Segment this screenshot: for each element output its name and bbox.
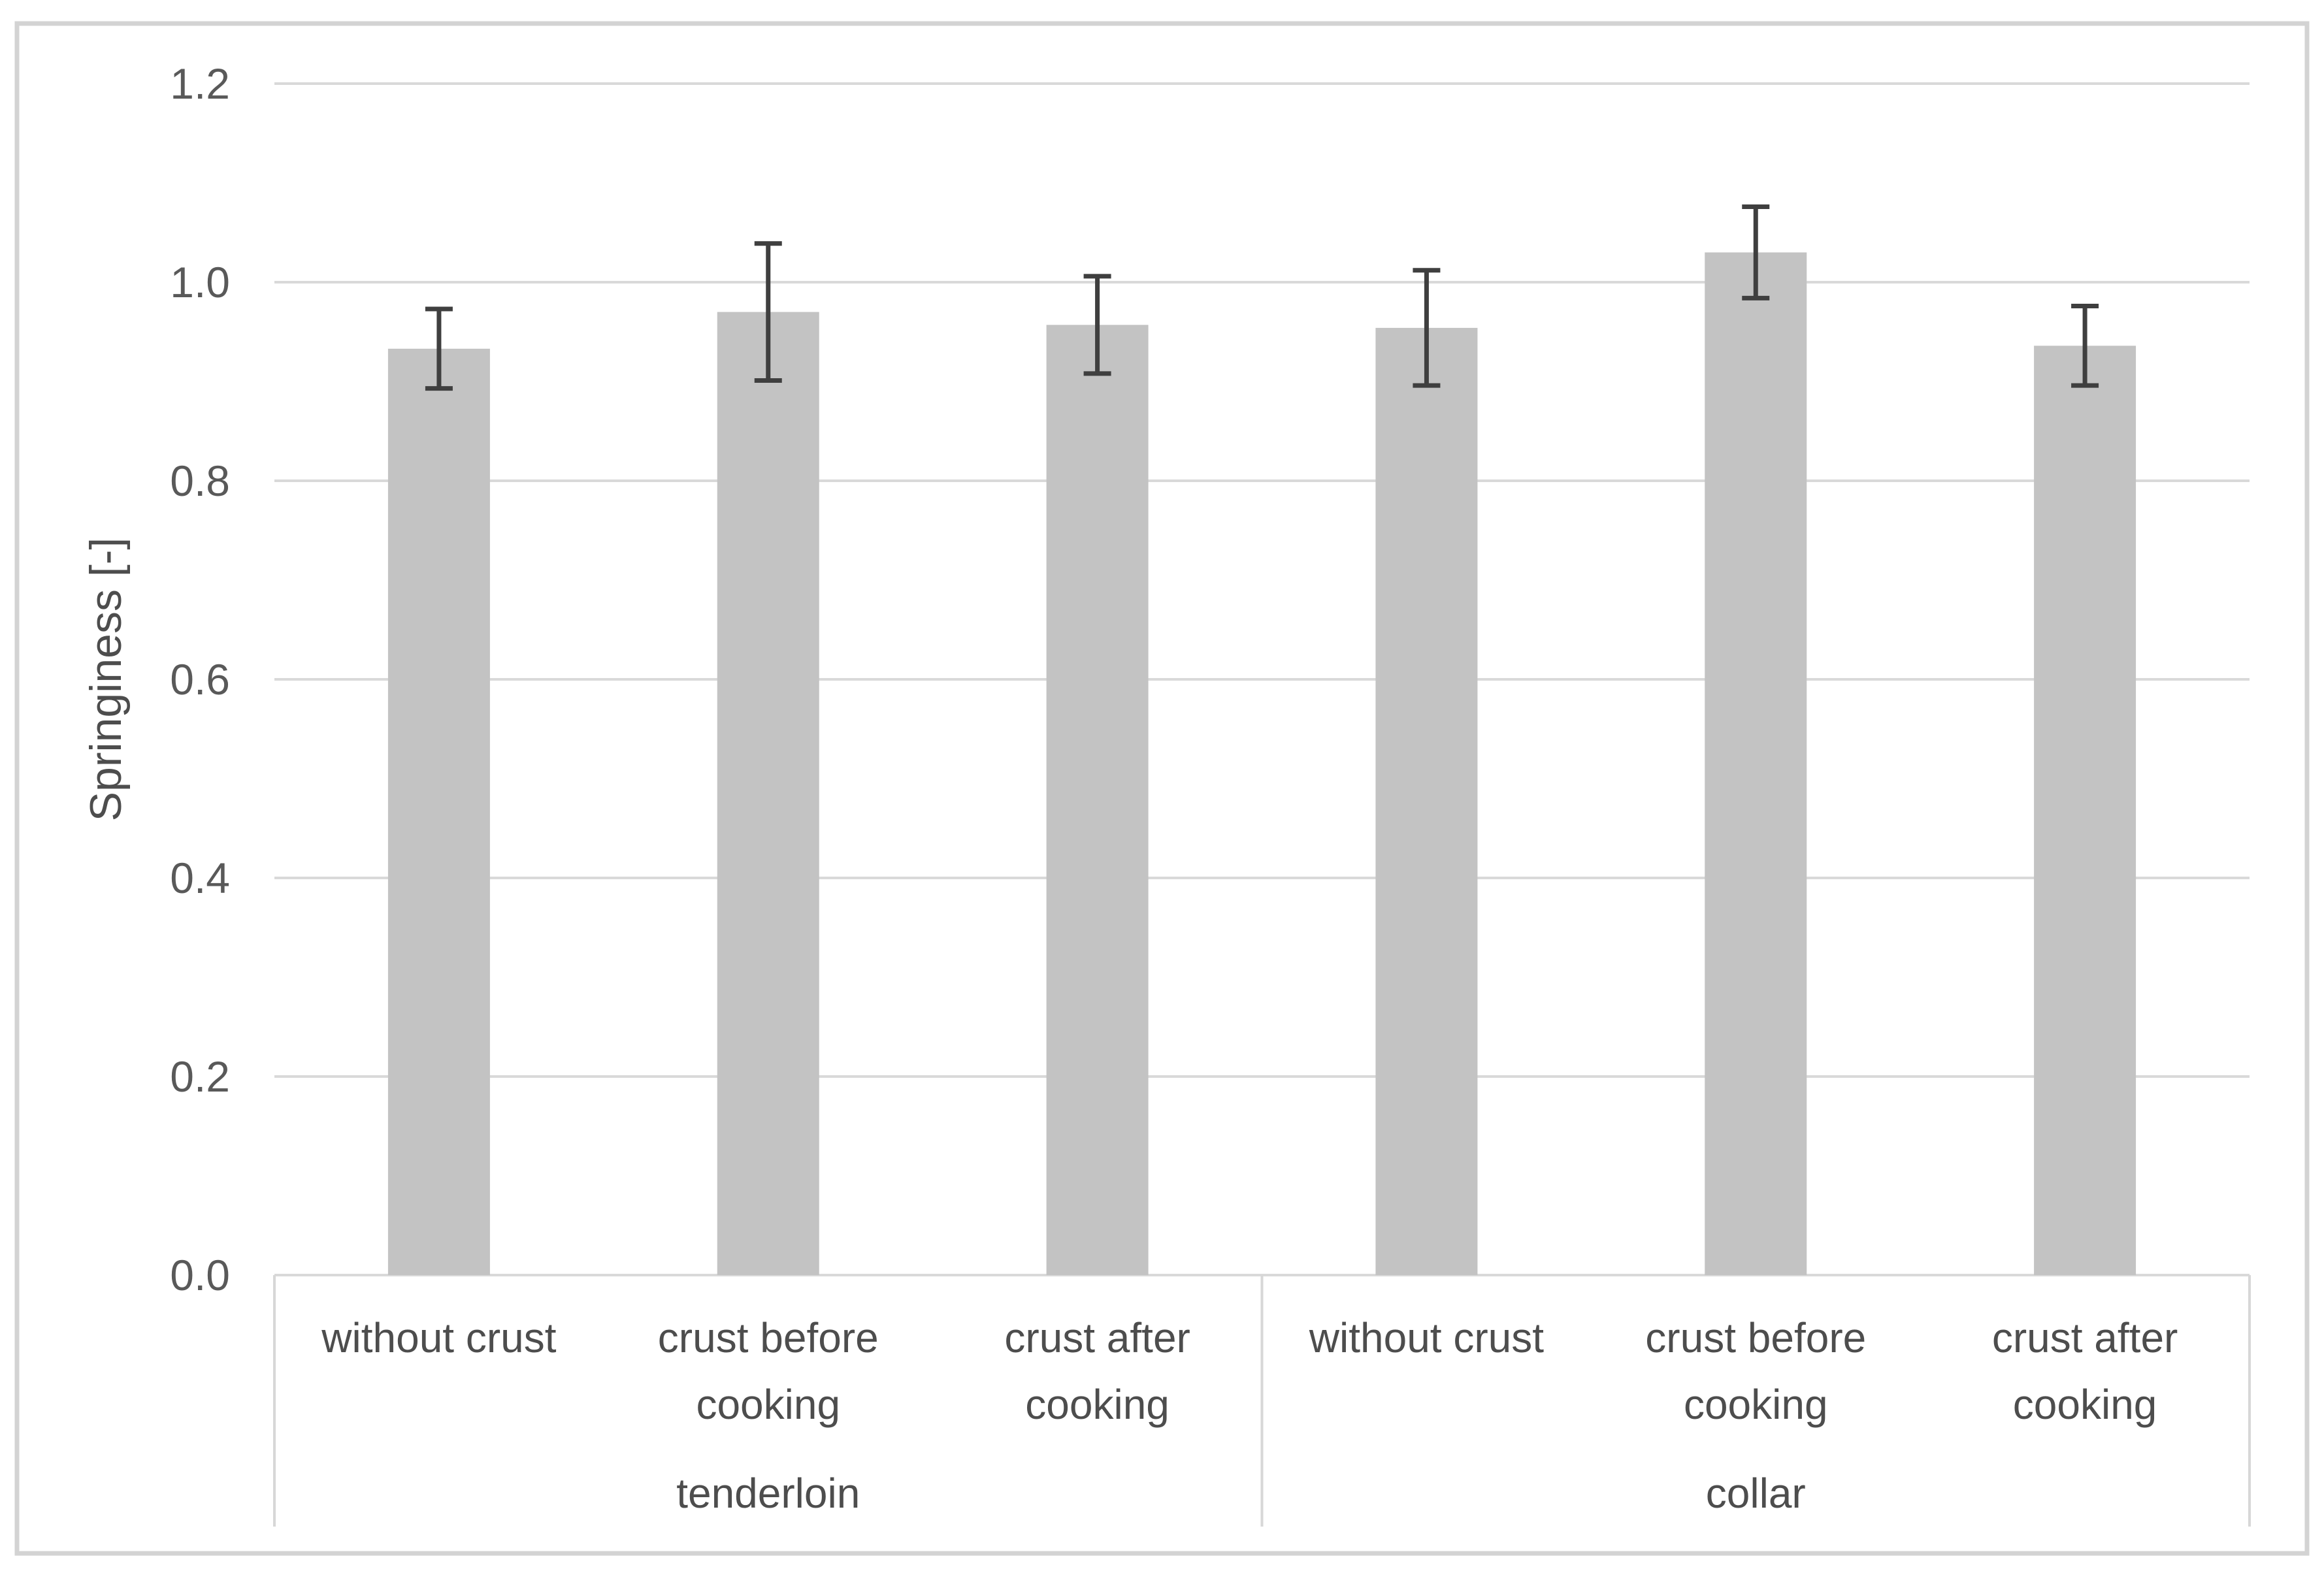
y-tick-label: 1.0 <box>170 258 230 306</box>
bar <box>1705 252 1807 1275</box>
bar <box>1046 325 1149 1275</box>
x-axis-group-labels: tenderloin collar <box>676 1470 1806 1517</box>
y-tick-label: 0.8 <box>170 457 230 505</box>
category-label: crust before <box>1645 1314 1866 1361</box>
x-axis-category-labels: without crust crust before cooking crust af… <box>321 1314 2178 1428</box>
group-label: tenderloin <box>676 1470 860 1517</box>
category-label: crust after <box>1992 1314 2178 1361</box>
category-label: cooking <box>1025 1381 1170 1428</box>
bar <box>1375 327 1478 1275</box>
y-tick-label: 0.2 <box>170 1052 230 1101</box>
category-label: cooking <box>2013 1381 2157 1428</box>
gridlines <box>274 82 2250 1276</box>
chart-outer-border <box>14 21 2310 1556</box>
bar <box>387 348 490 1275</box>
y-tick-label: 0.0 <box>170 1251 230 1299</box>
error-bars <box>425 204 2099 391</box>
y-axis-tick-labels: 0.0 0.2 0.4 0.6 0.8 1.0 1.2 <box>170 59 230 1299</box>
axis-lines <box>273 1275 2251 1527</box>
category-label: crust after <box>1004 1314 1190 1361</box>
y-axis-title: Springiness [-] <box>81 538 131 822</box>
category-label: without crust <box>1309 1314 1544 1361</box>
category-label: crust before <box>658 1314 879 1361</box>
bar <box>2034 346 2136 1275</box>
category-label: cooking <box>696 1381 840 1428</box>
y-tick-label: 0.6 <box>170 655 230 704</box>
category-label: without crust <box>321 1314 556 1361</box>
category-label: cooking <box>1684 1381 1828 1428</box>
bar <box>717 312 819 1276</box>
bar-series <box>387 252 2136 1276</box>
y-tick-label: 1.2 <box>170 59 230 108</box>
y-tick-label: 0.4 <box>170 854 230 902</box>
group-label: collar <box>1706 1470 1806 1517</box>
